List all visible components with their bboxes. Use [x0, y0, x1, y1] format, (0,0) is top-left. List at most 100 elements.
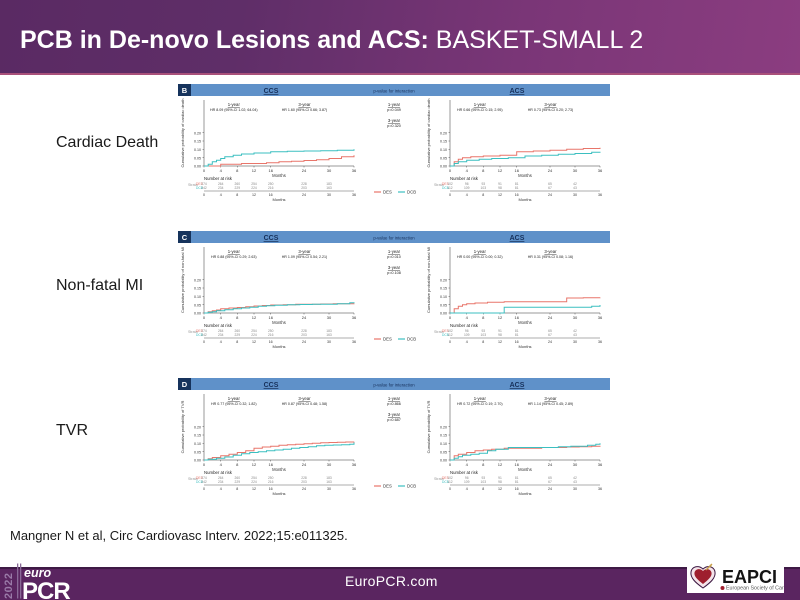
svg-text:Months: Months — [518, 467, 532, 472]
svg-text:242: 242 — [201, 333, 207, 337]
svg-text:HR 0.66 (95%-CI 0.15; 2.95): HR 0.66 (95%-CI 0.15; 2.95) — [457, 108, 503, 112]
svg-text:ACS: ACS — [510, 235, 525, 242]
svg-text:24: 24 — [302, 462, 307, 467]
svg-text:112: 112 — [447, 333, 452, 337]
svg-text:229: 229 — [235, 480, 241, 484]
svg-text:HR 0.00 (95%-CI 0.00; 0.32): HR 0.00 (95%-CI 0.00; 0.32) — [457, 255, 503, 259]
svg-text:30: 30 — [327, 462, 332, 467]
svg-text:HR 0.31 (95%-CI 0.08; 1.16): HR 0.31 (95%-CI 0.08; 1.16) — [528, 255, 574, 259]
svg-text:1-year: 1-year — [474, 396, 487, 401]
svg-text:67: 67 — [548, 333, 552, 337]
svg-text:203: 203 — [301, 186, 307, 190]
svg-text:12: 12 — [498, 168, 503, 173]
svg-text:242: 242 — [201, 480, 207, 484]
svg-text:36: 36 — [598, 487, 602, 491]
svg-text:216: 216 — [268, 333, 274, 337]
svg-text:p-value for interaction: p-value for interaction — [373, 236, 415, 241]
svg-text:8: 8 — [482, 487, 484, 491]
svg-text:163: 163 — [326, 480, 332, 484]
svg-text:8: 8 — [482, 340, 484, 344]
svg-text:B: B — [182, 86, 188, 95]
svg-text:81: 81 — [515, 480, 519, 484]
svg-text:4: 4 — [220, 487, 222, 491]
svg-text:DES: DES — [383, 190, 392, 195]
svg-text:36: 36 — [598, 193, 602, 197]
svg-text:Cumulative probability of card: Cumulative probability of cardiac death — [426, 99, 431, 168]
svg-text:12: 12 — [252, 462, 257, 467]
svg-text:0.20: 0.20 — [194, 425, 201, 429]
svg-text:8: 8 — [236, 193, 238, 197]
svg-text:0.05: 0.05 — [194, 156, 201, 160]
svg-text:3-year: 3-year — [388, 412, 401, 417]
svg-text:p=0.866: p=0.866 — [387, 402, 401, 406]
svg-text:Cumulative probability of TVR: Cumulative probability of TVR — [426, 400, 431, 453]
svg-text:Cumulative probability of non-: Cumulative probability of non-fatal MI — [426, 247, 431, 313]
svg-text:0.10: 0.10 — [194, 295, 201, 299]
svg-text:Number at risk: Number at risk — [450, 176, 479, 181]
svg-text:36: 36 — [352, 193, 356, 197]
svg-text:HR 1.60 (95%-CI 0.66; 3.87): HR 1.60 (95%-CI 0.66; 3.87) — [282, 108, 328, 112]
svg-text:98: 98 — [498, 186, 502, 190]
svg-text:Months: Months — [272, 467, 286, 472]
svg-text:24: 24 — [548, 487, 552, 491]
svg-text:67: 67 — [548, 186, 552, 190]
svg-text:0.20: 0.20 — [194, 131, 201, 135]
svg-text:81: 81 — [515, 333, 519, 337]
svg-text:0.10: 0.10 — [440, 442, 447, 446]
svg-text:203: 203 — [301, 480, 307, 484]
svg-text:224: 224 — [251, 480, 257, 484]
svg-text:98: 98 — [498, 333, 502, 337]
svg-text:216: 216 — [268, 480, 274, 484]
svg-text:24: 24 — [302, 340, 306, 344]
svg-text:0.00: 0.00 — [440, 165, 447, 169]
svg-text:36: 36 — [598, 168, 603, 173]
svg-text:1-year: 1-year — [388, 102, 401, 107]
svg-text:0: 0 — [203, 487, 205, 491]
svg-text:1-year: 1-year — [388, 249, 401, 254]
svg-text:30: 30 — [327, 193, 331, 197]
svg-text:43: 43 — [573, 333, 577, 337]
svg-text:HR 0.73 (95%-CI 0.20; 2.73): HR 0.73 (95%-CI 0.20; 2.73) — [528, 108, 574, 112]
svg-text:0.15: 0.15 — [440, 434, 447, 438]
svg-text:0.15: 0.15 — [194, 140, 201, 144]
svg-text:224: 224 — [251, 186, 257, 190]
svg-text:112: 112 — [447, 480, 452, 484]
svg-text:109: 109 — [464, 333, 470, 337]
svg-text:8: 8 — [236, 340, 238, 344]
svg-text:ACS: ACS — [510, 382, 525, 389]
svg-text:12: 12 — [252, 315, 257, 320]
svg-text:Months: Months — [272, 491, 285, 496]
svg-text:Months: Months — [518, 173, 532, 178]
svg-text:36: 36 — [352, 168, 357, 173]
svg-text:0.00: 0.00 — [194, 312, 201, 316]
svg-text:CCS: CCS — [264, 382, 279, 389]
svg-text:Number at risk: Number at risk — [450, 470, 479, 475]
svg-text:3-year: 3-year — [544, 102, 557, 107]
svg-text:30: 30 — [573, 193, 577, 197]
svg-text:224: 224 — [251, 333, 257, 337]
svg-text:0.15: 0.15 — [194, 434, 201, 438]
svg-text:12: 12 — [498, 487, 502, 491]
svg-text:0.20: 0.20 — [440, 425, 447, 429]
svg-text:43: 43 — [573, 186, 577, 190]
svg-text:0.20: 0.20 — [440, 278, 447, 282]
svg-text:4: 4 — [466, 487, 468, 491]
svg-text:36: 36 — [598, 340, 602, 344]
svg-text:98: 98 — [498, 480, 502, 484]
svg-text:24: 24 — [548, 462, 553, 467]
svg-text:Months: Months — [518, 344, 531, 349]
svg-text:0.00: 0.00 — [194, 459, 201, 463]
svg-text:24: 24 — [548, 168, 553, 173]
svg-text:0: 0 — [203, 340, 205, 344]
svg-text:4: 4 — [220, 193, 222, 197]
svg-text:36: 36 — [352, 340, 356, 344]
svg-text:1-year: 1-year — [388, 396, 401, 401]
svg-text:Number at risk: Number at risk — [204, 323, 233, 328]
svg-text:0.00: 0.00 — [440, 312, 447, 316]
svg-text:p=0.049: p=0.049 — [387, 108, 401, 112]
svg-text:0.10: 0.10 — [440, 295, 447, 299]
svg-text:0.05: 0.05 — [440, 303, 447, 307]
svg-text:3-year: 3-year — [544, 249, 557, 254]
svg-text:242: 242 — [201, 186, 207, 190]
svg-text:103: 103 — [481, 186, 487, 190]
